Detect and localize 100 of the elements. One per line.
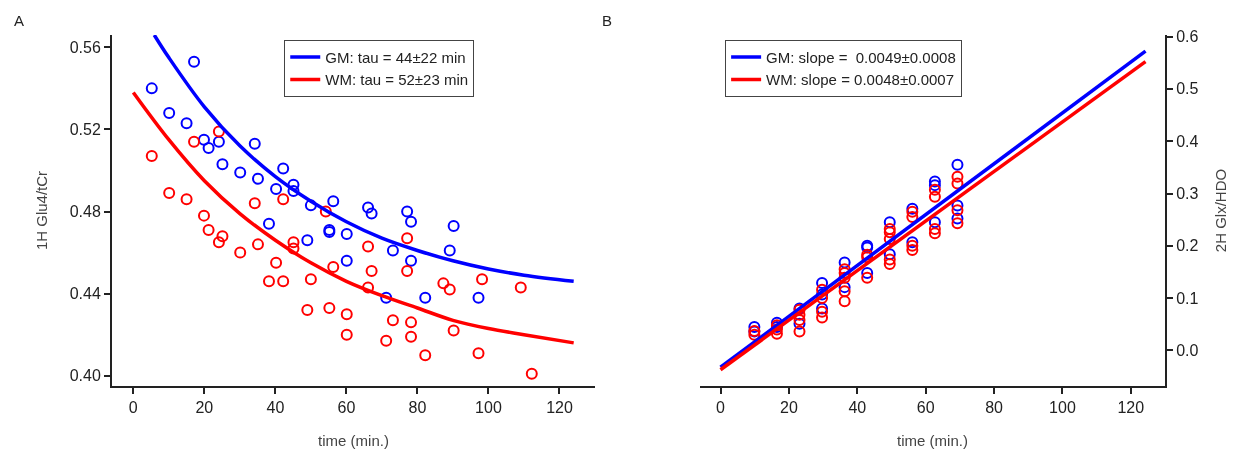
y2-tick-label: 0.6 [1176,28,1199,46]
point [419,349,432,362]
point [362,201,375,214]
point [287,236,300,249]
point [386,314,399,327]
point [951,217,964,230]
x-tick-label: 0 [716,399,726,417]
point [838,281,851,294]
y-axis-title: 1H Glu4/tCr [33,170,51,251]
x-tick-label: 80 [408,399,427,417]
point [212,125,225,138]
point [197,209,210,222]
point [883,216,896,229]
point [447,219,460,232]
point [362,281,375,294]
y-tick-label: 0.52 [69,121,101,139]
point [301,304,314,317]
point [301,234,314,247]
line-series [152,35,576,284]
point [437,277,450,290]
point [163,107,176,119]
x-axis-title: time (min.) [897,431,968,449]
point [212,135,225,148]
point [906,211,919,224]
point [951,204,964,217]
point [816,311,829,324]
point [525,367,538,380]
point [365,265,378,278]
point [472,347,485,360]
x-tick-label: 100 [475,399,502,417]
point [472,291,485,304]
point [951,170,964,183]
point [401,265,414,278]
point [928,216,941,229]
point [327,195,340,208]
point [861,267,874,280]
x-tick-label: 0 [128,399,138,417]
point [216,158,229,171]
point [838,295,851,308]
point [327,260,340,273]
point [340,254,353,267]
point [304,273,317,286]
point [928,190,941,203]
point [340,308,353,321]
point [838,285,851,298]
point [951,212,964,225]
point [262,217,275,230]
y2-tick-label: 0.5 [1176,80,1199,98]
point [514,281,527,294]
x-tick-label: 20 [780,399,798,417]
point [287,242,300,255]
point [951,177,964,190]
point [287,185,300,197]
point [405,316,418,329]
point [234,246,247,259]
point [340,228,353,241]
y-tick-label: 0.44 [69,285,101,303]
y-tick-label: 0.48 [69,203,101,221]
point [476,273,489,286]
point [405,330,418,343]
point [883,253,896,266]
point [202,141,215,154]
point [197,133,210,146]
point [362,240,375,253]
point [251,172,264,185]
point [163,187,176,200]
point [212,236,225,249]
point [202,224,215,236]
point [861,271,874,284]
point [816,276,829,289]
legend-label: GM: tau = 44±22 min [325,48,466,66]
point [928,183,941,196]
point [401,232,414,245]
point [401,205,414,218]
y2-axis-title: 2H Glx/HDO [1212,168,1230,253]
point [883,258,896,271]
point [928,227,941,240]
legend-label: WM: tau = 52±23 min [325,71,469,89]
line-series [131,90,576,345]
point [380,334,393,347]
point [145,150,158,163]
point [234,166,247,179]
point [304,199,317,212]
legend-label: WM: slope = 0.0048±0.0007 [766,71,955,89]
y-tick-label: 0.40 [69,367,101,385]
point [340,328,353,341]
point [323,302,336,314]
point [386,244,399,257]
point [248,197,261,210]
y-tick-label: 0.56 [69,38,101,56]
y2-tick-label: 0.1 [1176,289,1199,307]
point [447,324,460,337]
y2-tick-label: 0.3 [1176,185,1199,203]
x-tick-label: 120 [546,399,573,417]
point [380,291,393,304]
point [951,199,964,212]
point [443,244,456,257]
y2-tick-label: 0.0 [1176,342,1199,360]
point [928,175,941,188]
point [287,178,300,191]
